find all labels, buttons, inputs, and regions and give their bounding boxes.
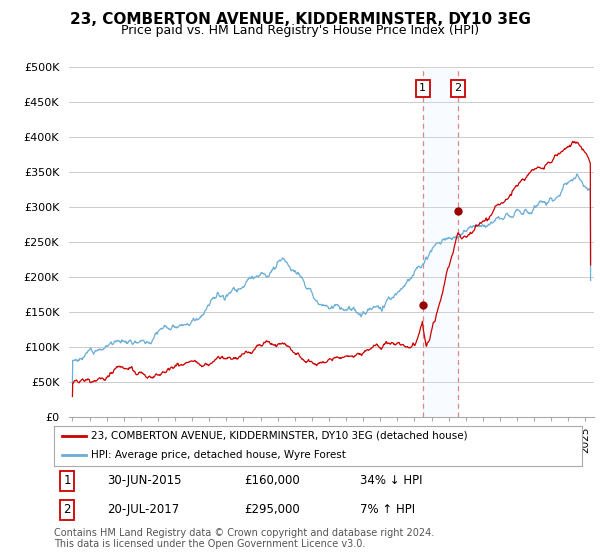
Text: 1: 1 bbox=[64, 474, 71, 487]
Text: 23, COMBERTON AVENUE, KIDDERMINSTER, DY10 3EG: 23, COMBERTON AVENUE, KIDDERMINSTER, DY1… bbox=[70, 12, 530, 27]
Text: Contains HM Land Registry data © Crown copyright and database right 2024.
This d: Contains HM Land Registry data © Crown c… bbox=[54, 528, 434, 549]
Text: £295,000: £295,000 bbox=[244, 503, 300, 516]
Text: 2: 2 bbox=[64, 503, 71, 516]
Text: 2: 2 bbox=[454, 83, 461, 93]
Text: 23, COMBERTON AVENUE, KIDDERMINSTER, DY10 3EG (detached house): 23, COMBERTON AVENUE, KIDDERMINSTER, DY1… bbox=[91, 431, 467, 441]
Text: 7% ↑ HPI: 7% ↑ HPI bbox=[360, 503, 415, 516]
Text: Price paid vs. HM Land Registry's House Price Index (HPI): Price paid vs. HM Land Registry's House … bbox=[121, 24, 479, 36]
Text: HPI: Average price, detached house, Wyre Forest: HPI: Average price, detached house, Wyre… bbox=[91, 450, 346, 460]
Text: 34% ↓ HPI: 34% ↓ HPI bbox=[360, 474, 423, 487]
Text: £160,000: £160,000 bbox=[244, 474, 300, 487]
Text: 1: 1 bbox=[419, 83, 427, 93]
Text: 20-JUL-2017: 20-JUL-2017 bbox=[107, 503, 179, 516]
Text: 30-JUN-2015: 30-JUN-2015 bbox=[107, 474, 181, 487]
Bar bbox=[423, 67, 458, 417]
